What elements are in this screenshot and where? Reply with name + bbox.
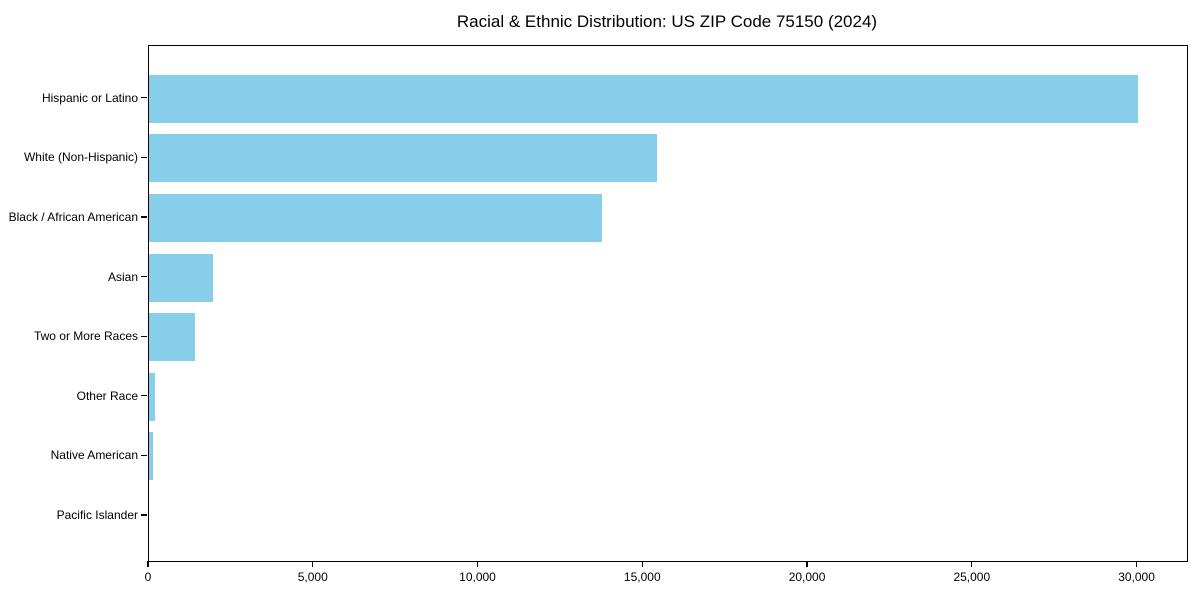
x-tick-label-15000: 15,000	[623, 570, 661, 584]
x-axis-tick	[147, 561, 149, 567]
y-tick-label-other-race: Other Race	[76, 388, 138, 403]
y-tick-label-black-african-american: Black / African American	[8, 209, 138, 224]
x-axis-tick	[1135, 561, 1138, 567]
x-axis-tick	[806, 561, 808, 567]
y-tick-label-two-or-more-races: Two or More Races	[33, 329, 138, 344]
bar-hispanic-or-latino	[149, 74, 1138, 123]
bar-white-non-hispanic	[149, 134, 658, 183]
plot-area	[148, 45, 1188, 562]
x-axis-tick	[476, 561, 479, 567]
y-axis-tick	[141, 97, 147, 99]
x-axis-tick	[641, 561, 643, 567]
y-tick-label-white-non-hispanic: White (Non-Hispanic)	[23, 150, 138, 165]
y-tick-label-asian: Asian	[107, 269, 138, 284]
y-axis-tick	[141, 454, 147, 456]
bar-black-african-american	[149, 193, 603, 242]
x-tick-label-10000: 10,000	[459, 570, 496, 584]
y-axis-tick	[141, 395, 147, 397]
y-tick-label-pacific-islander: Pacific Islander	[56, 507, 138, 522]
y-tick-label-native-american: Native American	[50, 448, 138, 463]
x-axis-tick	[971, 561, 973, 567]
y-axis-tick	[141, 275, 147, 278]
y-axis-tick	[141, 514, 147, 516]
x-axis-tick	[312, 561, 314, 567]
bar-asian	[149, 253, 213, 302]
x-tick-label-5000: 5,000	[297, 570, 328, 584]
bar-native-american	[149, 432, 153, 481]
y-tick-label-hispanic-or-latino: Hispanic or Latino	[41, 90, 138, 105]
x-tick-label-20000: 20,000	[788, 570, 826, 584]
bar-two-or-more-races	[149, 313, 196, 362]
chart-title: Racial & Ethnic Distribution: US ZIP Cod…	[456, 12, 878, 31]
y-axis-tick	[141, 156, 147, 158]
bar-other-race	[149, 372, 156, 421]
x-tick-label-30000: 30,000	[1118, 570, 1155, 584]
y-axis-tick	[141, 216, 147, 218]
y-axis-tick	[141, 335, 147, 337]
x-tick-label-25000: 25,000	[953, 570, 991, 584]
x-tick-label-0: 0	[144, 570, 152, 584]
